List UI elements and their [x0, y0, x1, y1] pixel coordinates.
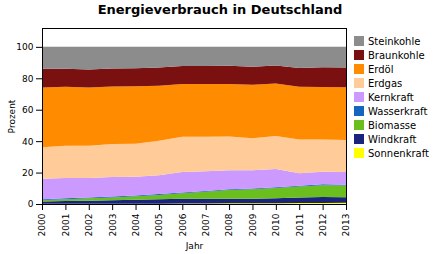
- svg-text:2003: 2003: [108, 214, 118, 237]
- svg-text:60: 60: [22, 105, 34, 115]
- svg-text:2004: 2004: [131, 213, 141, 236]
- html-text:Braunkohle: Braunkohle: [368, 49, 425, 61]
- svg-text:2001: 2001: [61, 214, 71, 237]
- svg-text:0: 0: [28, 199, 34, 209]
- svg-text:2008: 2008: [224, 213, 234, 236]
- svg-text:Jahr: Jahr: [185, 241, 204, 251]
- html-text:Biomasse: Biomasse: [368, 119, 417, 131]
- svg-text:2010: 2010: [271, 213, 281, 236]
- svg-text:20: 20: [22, 168, 34, 178]
- html-text:Erdgas: Erdgas: [368, 77, 403, 89]
- svg-text:Prozent: Prozent: [7, 99, 17, 133]
- svg-text:2009: 2009: [248, 213, 258, 236]
- html-text:Sonnenkraft: Sonnenkraft: [368, 147, 429, 159]
- html-text:Steinkohle: Steinkohle: [368, 35, 421, 47]
- html-text:Energieverbrauch in Deutschlan: Energieverbrauch in Deutschland: [97, 2, 343, 17]
- svg-text:2005: 2005: [154, 214, 164, 237]
- html-text:Windkraft: Windkraft: [368, 133, 417, 145]
- svg-text:2006: 2006: [178, 213, 188, 236]
- svg-text:2000: 2000: [37, 213, 47, 236]
- svg-text:2012: 2012: [318, 214, 328, 237]
- svg-text:2007: 2007: [201, 214, 211, 237]
- svg-text:2013: 2013: [341, 214, 351, 237]
- html-text:Erdöl: Erdöl: [368, 63, 394, 75]
- svg-text:2011: 2011: [295, 214, 305, 237]
- html-text:Kernkraft: Kernkraft: [368, 91, 414, 103]
- svg-text:100: 100: [16, 42, 33, 52]
- html-text:Wasserkraft: Wasserkraft: [368, 105, 428, 117]
- svg-text:2002: 2002: [84, 214, 94, 237]
- svg-text:80: 80: [22, 74, 34, 84]
- svg-text:40: 40: [22, 137, 34, 147]
